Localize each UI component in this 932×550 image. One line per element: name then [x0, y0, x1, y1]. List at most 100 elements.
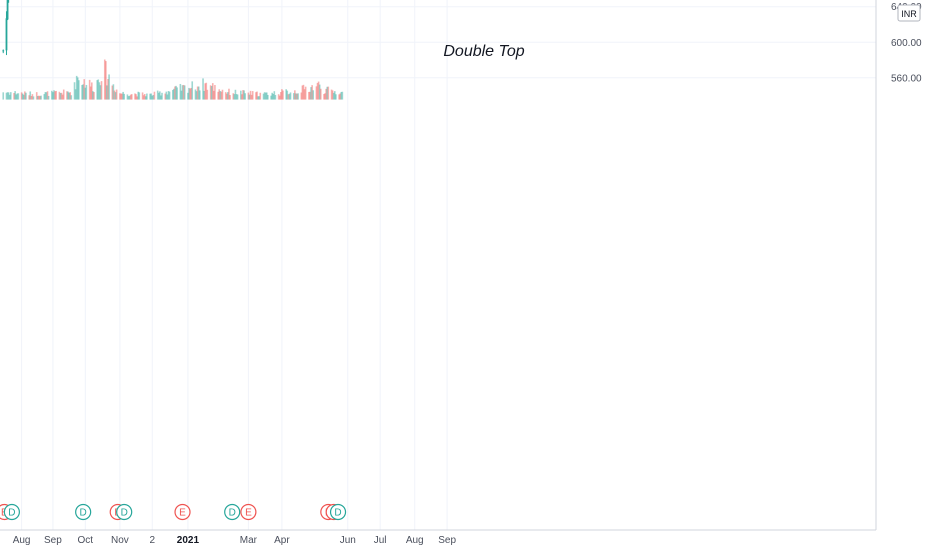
dividend-marker[interactable]: D [116, 503, 133, 521]
volume-bar [259, 92, 262, 100]
volume-bar [173, 88, 175, 100]
volume-bar [235, 94, 238, 100]
volume-bar [330, 89, 333, 100]
volume-bar [278, 95, 281, 100]
volume-bar [195, 91, 198, 100]
volume-bar [89, 86, 92, 100]
volume-bar [331, 90, 334, 100]
volume-bar [98, 82, 101, 100]
volume-bar [174, 86, 176, 100]
volume-bar [51, 90, 53, 100]
volume-bar [228, 88, 230, 100]
volume-bar [8, 94, 11, 100]
volume-bar [229, 95, 231, 100]
volume-bar [73, 82, 76, 100]
dividend-marker[interactable]: D [75, 503, 92, 521]
volume-bar [83, 79, 86, 100]
volume-bar [280, 92, 282, 100]
dividend-marker[interactable]: D [224, 503, 241, 521]
volume-bar [40, 95, 42, 100]
volume-bar [142, 95, 145, 100]
volume-bar [226, 93, 228, 100]
time-tick-label: Oct [78, 535, 94, 546]
volume-bar [204, 83, 206, 100]
volume-bar [277, 94, 280, 100]
volume-bar [145, 96, 147, 100]
volume-bar [236, 94, 239, 100]
volume-bar [152, 94, 155, 100]
volume-bar [61, 94, 64, 100]
volume-bar [55, 90, 57, 100]
volume-bar [202, 78, 204, 100]
time-tick-label: Jun [340, 535, 356, 546]
marker-label: D [334, 508, 341, 519]
time-axis[interactable]: Aug Sep Oct Nov 2 2021 Mar Apr Jun Jul Aug Sep [0, 529, 876, 546]
earnings-marker[interactable]: E [240, 503, 257, 521]
volume-bar [17, 93, 20, 100]
volume-bar [262, 93, 265, 100]
volume-bar [311, 85, 313, 100]
marker-label: E [179, 508, 186, 519]
volume-bar [127, 96, 130, 100]
volume-bar [248, 94, 251, 100]
volume-bar [113, 90, 116, 100]
time-tick-label: Aug [13, 535, 31, 546]
volume-bar [315, 86, 318, 100]
volume-bar [257, 96, 259, 100]
volume-bar [197, 86, 200, 100]
volume-bar [96, 80, 98, 100]
volume-bar [224, 92, 227, 100]
time-tick-label: 2021 [177, 535, 200, 546]
volume-bar [242, 90, 244, 100]
volume-bar [302, 84, 305, 100]
volume-bar [327, 86, 330, 100]
volume-bar [274, 94, 277, 100]
volume-bar [183, 85, 186, 100]
volume-bar [338, 94, 340, 100]
volume-bar [301, 85, 304, 100]
dividend-marker[interactable]: D [3, 503, 20, 521]
volume-bar [288, 93, 291, 100]
time-tick-label: Mar [240, 535, 258, 546]
volume-bar [210, 86, 213, 100]
volume-bar [309, 91, 311, 100]
volume-bar [199, 90, 201, 100]
volume-bar [91, 82, 93, 100]
volume-bar [130, 94, 133, 100]
volume-bar [325, 88, 327, 100]
currency-badge[interactable]: INR [897, 4, 921, 22]
event-markers[interactable]: EDDEDEDEEED [0, 503, 347, 521]
volume-bar [319, 88, 322, 100]
volume-bar [129, 94, 132, 100]
marker-circle [224, 503, 241, 521]
volume-bar [146, 93, 148, 100]
volume-bar [47, 95, 50, 100]
volume-bar [209, 85, 212, 100]
volume-bar [168, 91, 171, 100]
volume-bar [13, 93, 15, 100]
volume-bar [241, 94, 243, 100]
volume-bar [103, 59, 106, 100]
volume-bar [332, 92, 335, 100]
volume-bar [66, 91, 68, 100]
time-tick-label: Jul [374, 535, 387, 546]
volume-bar [84, 87, 87, 100]
earnings-marker[interactable]: E [174, 503, 191, 521]
volume-bar [30, 95, 33, 100]
volume-bar [214, 85, 216, 100]
volume-bar [46, 91, 49, 100]
volume-bar [160, 95, 162, 100]
volume-bar [194, 89, 197, 100]
price-tick-label: 560.00 [891, 73, 922, 84]
dividend-marker[interactable]: D [329, 503, 347, 521]
volume-bar [219, 91, 222, 100]
volume-bar [341, 91, 344, 100]
currency-badge-box[interactable] [897, 4, 921, 22]
volume-bar [182, 84, 185, 100]
volume-bar [76, 77, 79, 100]
volume-bar [218, 89, 221, 100]
volume-bar [137, 91, 140, 100]
